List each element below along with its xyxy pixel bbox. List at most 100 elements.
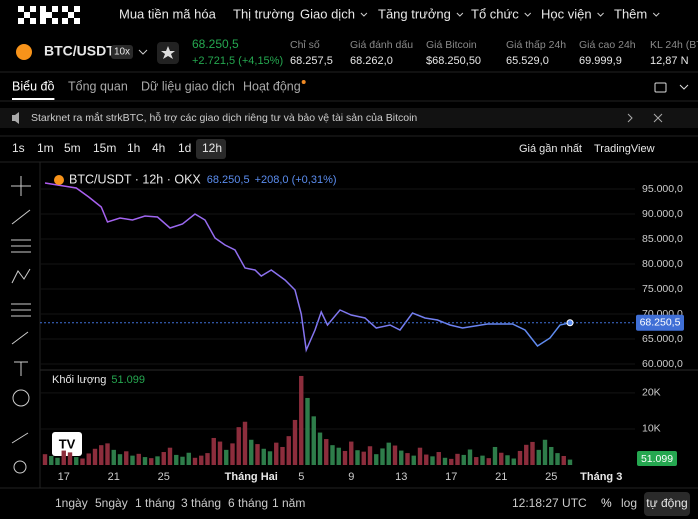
x-tick-label: 17 <box>58 471 70 483</box>
volume-bar <box>342 450 348 465</box>
chevron[interactable] <box>138 49 148 55</box>
symbol[interactable]: BTC/USDT <box>44 43 115 59</box>
range[interactable]: 1 năm <box>272 496 305 510</box>
banner-controls[interactable] <box>627 113 663 123</box>
tab[interactable]: Dữ liệu giao dịch <box>141 79 235 93</box>
percent-toggle[interactable]: % <box>601 496 612 510</box>
interval[interactable]: 4h <box>152 141 165 155</box>
nav-item[interactable]: Thị trường <box>233 6 294 21</box>
stat-label: Giá thấp 24h <box>506 39 566 51</box>
volume-bar <box>217 441 223 465</box>
range[interactable]: 3 tháng <box>181 496 221 510</box>
last-price-label: 68.250,5 <box>640 317 681 329</box>
chevron[interactable] <box>597 12 604 17</box>
y-tick-label: 95.000,0 <box>642 183 683 195</box>
speaker-icon <box>12 112 19 124</box>
y-tick-label: 85.000,0 <box>642 233 683 245</box>
x-tick-label: 13 <box>395 471 407 483</box>
range[interactable]: 6 tháng <box>228 496 268 510</box>
change: +2.721,5 (+4,15%) <box>192 55 283 67</box>
nav-item[interactable]: Tổ chức <box>471 6 519 21</box>
volume-bar <box>80 458 85 465</box>
interval[interactable]: 1h <box>127 141 140 155</box>
chevron[interactable] <box>679 84 689 90</box>
volume-bar <box>386 442 391 465</box>
auto-toggle[interactable]: tự động <box>646 496 687 510</box>
interval[interactable]: 12h <box>202 141 222 155</box>
volume-bar <box>442 457 448 465</box>
chevron[interactable] <box>524 12 532 17</box>
y-tick-label: 80.000,0 <box>642 258 683 270</box>
interval[interactable]: 1d <box>178 141 191 155</box>
price-source[interactable]: Giá gần nhất <box>519 143 582 155</box>
layout-icon[interactable] <box>654 82 667 93</box>
nav-item[interactable]: Tăng trưởng <box>378 6 451 21</box>
interval[interactable]: 5m <box>64 141 81 155</box>
logo[interactable] <box>18 6 80 24</box>
volume-bar <box>499 452 504 465</box>
volume-bar <box>142 457 148 465</box>
volume-bar <box>149 458 154 465</box>
volume-bar <box>111 449 116 465</box>
volume-bar <box>380 448 385 465</box>
chevron[interactable] <box>456 12 464 17</box>
interval[interactable]: 1s <box>12 141 25 155</box>
volume-bar <box>105 443 110 465</box>
volume-bar <box>317 432 323 465</box>
stat-label: KL 24h (BT <box>650 39 698 51</box>
volume-bar <box>99 445 104 465</box>
volume-bar <box>374 454 379 465</box>
nav-item[interactable]: Thêm <box>614 6 647 21</box>
nav-item[interactable]: Giao dịch <box>300 6 355 21</box>
volume-bar <box>411 455 416 465</box>
volume-bar <box>449 458 454 465</box>
active-interval <box>196 139 226 159</box>
chevron[interactable] <box>360 12 368 17</box>
x-tick-label: Tháng 3 <box>580 471 622 483</box>
x-tick-label: 25 <box>158 471 170 483</box>
price: 68.250,5 <box>192 37 239 51</box>
y-tick-label: 65.000,0 <box>642 333 683 345</box>
volume-bar <box>92 448 98 465</box>
stat-value: 68.257,5 <box>290 55 333 67</box>
volume-bar <box>517 450 523 465</box>
interval[interactable]: 1m <box>37 141 54 155</box>
volume-bar <box>367 446 373 465</box>
tab[interactable]: Tổng quan <box>68 79 128 93</box>
tab[interactable]: Biểu đồ <box>12 79 54 93</box>
range[interactable]: 1 tháng <box>135 496 175 510</box>
volume-bar <box>236 427 241 465</box>
volume-bar <box>74 457 79 465</box>
chart-engine[interactable]: TradingView <box>594 143 655 155</box>
log-toggle[interactable]: log <box>621 496 637 510</box>
volume-bar <box>492 446 498 465</box>
volume-bar <box>49 455 54 465</box>
volume-bar <box>311 416 316 465</box>
volume-bar <box>561 455 566 465</box>
volume-bar <box>455 453 460 465</box>
volume-bar <box>399 450 404 465</box>
volume-bar <box>292 419 298 465</box>
tv-logo-mark: TV <box>59 436 76 451</box>
range[interactable]: 1ngày <box>55 496 88 510</box>
volume-bar <box>180 456 185 465</box>
tab[interactable]: Hoạt động <box>243 79 301 93</box>
stat-value: 69.999,9 <box>579 55 622 67</box>
volume-bar <box>474 457 479 465</box>
interval[interactable]: 15m <box>93 141 116 155</box>
volume-bar <box>280 446 285 465</box>
chevron[interactable] <box>652 12 660 17</box>
nav-item[interactable]: Mua tiền mã hóa <box>119 6 217 21</box>
nav-item[interactable]: Học viện <box>541 6 592 21</box>
auto-button-bg[interactable] <box>644 492 690 516</box>
y-tick-label: 90.000,0 <box>642 208 683 220</box>
volume-bar <box>536 449 541 465</box>
drawing-tools[interactable] <box>11 176 31 474</box>
stat-label: Giá cao 24h <box>579 39 636 51</box>
volume-bar <box>224 449 229 465</box>
x-tick-label: Tháng Hai <box>225 471 278 483</box>
volume-bar <box>405 453 410 465</box>
range[interactable]: 5ngày <box>95 496 128 510</box>
volume-title: Khối lượng <box>52 374 106 386</box>
